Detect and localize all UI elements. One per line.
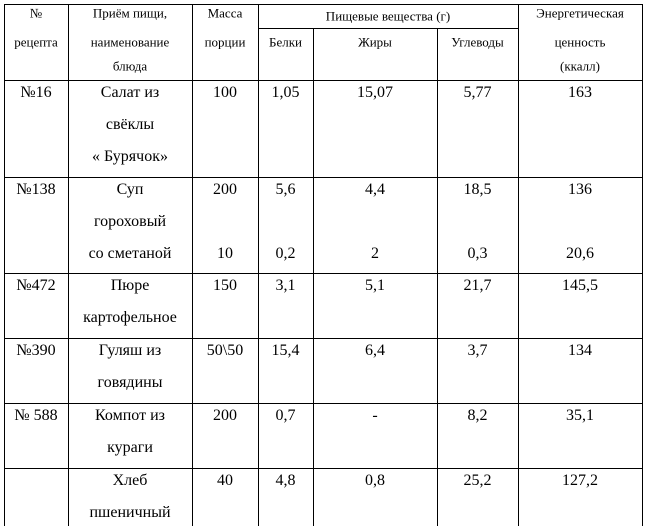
table-cell: №390 [16,342,56,359]
table-cell: 50\50 [206,342,244,359]
table-cell: 8,2 [467,407,488,424]
table-cell: 150 [213,277,237,294]
table-cell: пшеничный [89,504,171,521]
border [4,403,643,404]
border [192,4,193,526]
border [313,28,314,526]
table-cell: 20,6 [566,245,594,262]
border [4,80,643,81]
table-cell: 40 [217,472,233,489]
table-cell: 200 [213,407,237,424]
border [4,468,643,469]
table-cell: №138 [16,181,56,198]
border [4,338,643,339]
table-cell: 163 [568,84,592,101]
table-cell: - [372,407,378,424]
header-cell: Энергетическая [536,5,624,21]
table-cell: говядины [97,374,163,391]
border [68,4,69,526]
header-cell: блюда [112,58,148,74]
table-cell: 6,4 [365,342,385,359]
header-cell: ценность [554,34,606,50]
table-cell: Компот из [95,407,165,424]
table-cell: 15,4 [271,342,300,359]
table-cell: картофельное [83,309,177,326]
header-cell: Пищевые вещества (г) [325,8,451,24]
header-cell: Масса [207,5,243,21]
border [4,177,643,178]
table-cell: кураги [107,439,153,456]
table-cell: 1,05 [271,84,300,101]
border [4,273,643,274]
table-cell: 0,2 [275,245,296,262]
header-cell: Белки [269,34,302,50]
table-cell: 0,8 [365,472,385,489]
table-cell: Гуляш из [98,342,162,359]
border [437,28,438,526]
table-cell: 4,8 [275,472,296,489]
table-cell: Салат из [100,84,160,101]
table-cell: свёклы [105,116,155,133]
header-cell: порции [204,34,246,50]
table-cell: Пюре [110,277,150,294]
table-cell: №16 [20,84,52,101]
table-cell: 0,3 [467,245,488,262]
header-cell: рецепта [14,34,58,50]
table-cell: 15,07 [357,84,393,101]
table-cell: № 588 [14,407,58,424]
table-cell: 35,1 [566,407,594,424]
table-cell: 0,7 [275,407,296,424]
table-cell: 21,7 [463,277,492,294]
table-cell: 100 [213,84,237,101]
header-cell: (ккалл) [560,58,600,74]
table-cell: 10 [217,245,233,262]
border [4,4,5,526]
border [4,4,643,5]
table-cell: 136 [568,181,592,198]
table-cell: 5,1 [365,277,385,294]
table-cell: 145,5 [562,277,598,294]
header-cell: наименование [90,34,170,50]
table-cell: 200 [213,181,237,198]
table-cell: Суп [116,181,144,198]
table-cell: Хлеб [112,472,148,489]
border [642,4,643,526]
table-cell: 5,6 [275,181,296,198]
border [258,28,519,29]
header-cell: Жиры [358,34,392,50]
table-cell: гороховый [93,213,167,230]
table-cell: со сметаной [88,245,172,262]
header-cell: № [29,5,43,21]
table-cell: 3,1 [275,277,296,294]
header-cell: Приём пищи, [92,5,168,21]
table-cell: 2 [371,245,379,262]
table-cell: 4,4 [365,181,385,198]
table-cell: 25,2 [463,472,492,489]
header-cell: Углеводы [451,34,504,50]
border [518,4,519,526]
table-cell: 127,2 [562,472,598,489]
table-cell: №472 [16,277,56,294]
table-cell: « Бурячок» [92,148,168,165]
border [258,4,259,526]
table-cell: 5,77 [463,84,492,101]
table-cell: 18,5 [463,181,492,198]
table-cell: 134 [568,342,592,359]
table-cell: 3,7 [467,342,488,359]
